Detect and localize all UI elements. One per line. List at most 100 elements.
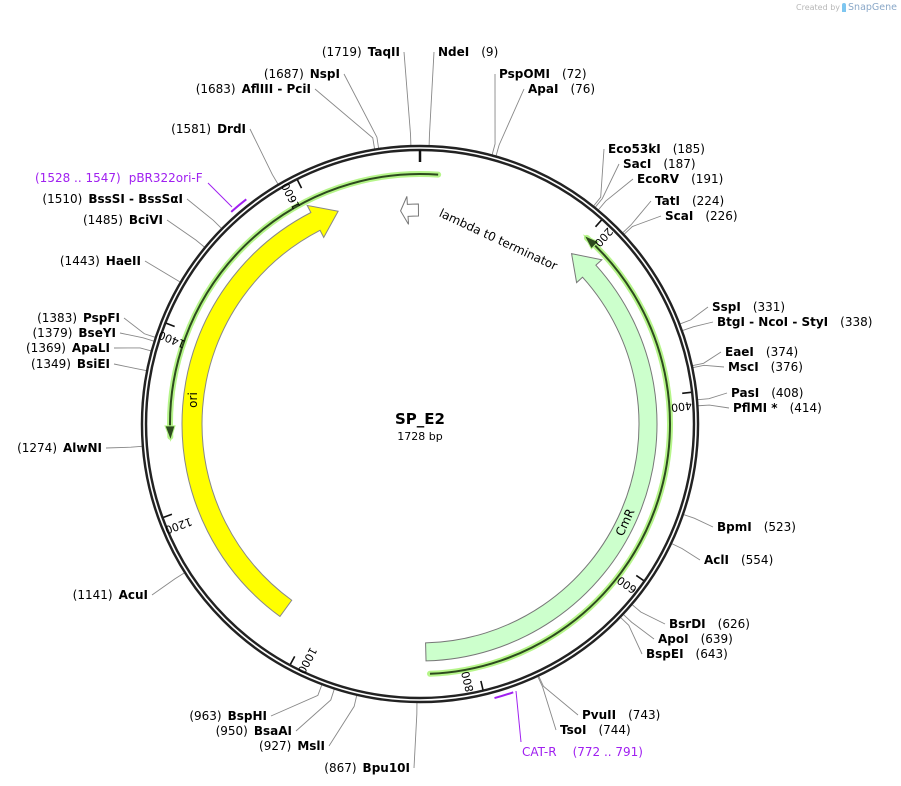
site-pspomi[interactable]: PspOMI (72): [499, 67, 587, 81]
feature-label-lambda-t0-terminator: lambda t0 terminator: [437, 206, 560, 273]
site-leader-line: [692, 351, 722, 367]
site-bsiei[interactable]: BsiEI (1349): [31, 357, 110, 371]
site-leader-line: [593, 148, 605, 207]
tick-mark: [163, 513, 173, 519]
site-bseyi[interactable]: BseYI (1379): [33, 326, 117, 340]
site-scai[interactable]: ScaI (226): [665, 209, 738, 223]
site-taqii[interactable]: TaqII (1719): [322, 45, 400, 59]
site-position: (626): [718, 617, 750, 631]
site-leader-line: [698, 404, 730, 409]
site-pasi[interactable]: PasI (408): [731, 386, 803, 400]
site-acli[interactable]: AclI (554): [704, 553, 773, 567]
snapgene-credit: Created by SnapGene: [796, 2, 897, 13]
site-position: (950): [216, 724, 248, 738]
site-apoi[interactable]: ApoI (639): [658, 632, 733, 646]
site-name: BspHI: [228, 709, 267, 723]
feature-cmr[interactable]: [425, 253, 658, 662]
site-haeii[interactable]: HaeII (1443): [60, 254, 141, 268]
primer-range: (1528 .. 1547): [35, 171, 121, 185]
site-acui[interactable]: AcuI (1141): [73, 588, 148, 602]
site-ndei[interactable]: NdeI (9): [438, 45, 498, 59]
site-position: (744): [598, 723, 630, 737]
primer-pbr322ori-f[interactable]: (1528 .. 1547) pBR322ori-F: [35, 171, 203, 185]
site-bpu10i[interactable]: Bpu10I (867): [324, 761, 410, 775]
site-bsrdi[interactable]: BsrDI (626): [669, 617, 750, 631]
site-pflmi[interactable]: PflMI * (414): [733, 401, 822, 415]
site-name: SspI: [712, 300, 741, 314]
site-ecorv[interactable]: EcoRV (191): [637, 172, 723, 186]
site-btgi[interactable]: BtgI - NcoI - StyI (338): [717, 315, 872, 329]
site-tsoi[interactable]: TsoI (744): [560, 723, 631, 737]
site-sspi[interactable]: SspI (331): [712, 300, 785, 314]
site-saci[interactable]: SacI (187): [623, 157, 696, 171]
site-position: (743): [628, 708, 660, 722]
site-name: EcoRV: [637, 172, 680, 186]
site-position: (185): [673, 142, 705, 156]
site-name: MscI: [728, 360, 759, 374]
site-name: AclI: [704, 553, 729, 567]
site-leader-line: [123, 317, 155, 338]
site-position: (1510): [42, 192, 82, 206]
site-position: (927): [259, 739, 291, 753]
site-pvuii[interactable]: PvuII (743): [582, 708, 660, 722]
site-leader-line: [166, 219, 205, 248]
site-bsphi[interactable]: BspHI (963): [189, 709, 267, 723]
site-leader-line: [598, 178, 634, 210]
orf-arrowhead-icon: [164, 425, 176, 442]
site-eco53ki[interactable]: Eco53kI (185): [608, 142, 705, 156]
site-leader-line: [413, 702, 418, 769]
site-leader-line: [113, 363, 147, 372]
primer-name: pBR322ori-F: [129, 171, 203, 185]
site-position: (1687): [264, 67, 304, 81]
tick-mark: [480, 680, 484, 690]
site-apai[interactable]: ApaI (76): [528, 82, 595, 96]
site-name: BsrDI: [669, 617, 706, 631]
site-leader-line: [328, 695, 358, 747]
site-leader-line: [538, 676, 579, 716]
primer-cat-r-bar[interactable]: [494, 691, 514, 700]
primer-cat-r[interactable]: CAT-R (772 .. 791): [522, 745, 643, 759]
site-name: NdeI: [438, 45, 469, 59]
site-position: (1719): [322, 45, 362, 59]
site-bsssi[interactable]: BssSI - BssSαI (1510): [42, 192, 183, 206]
site-apali[interactable]: ApaLI (1369): [26, 341, 110, 355]
site-bpmi[interactable]: BpmI (523): [717, 520, 796, 534]
site-tati[interactable]: TatI (224): [655, 194, 724, 208]
tick-label: 1400: [157, 328, 188, 350]
site-alwni[interactable]: AlwNI (1274): [17, 441, 102, 455]
backbone-ring: [140, 144, 700, 704]
site-leader-line: [682, 321, 714, 331]
tick-mark: [165, 322, 175, 328]
site-name: AlwNI: [63, 441, 102, 455]
site-nspi[interactable]: NspI (1687): [264, 67, 340, 81]
site-position: (963): [189, 709, 221, 723]
site-leader-line: [623, 614, 655, 640]
site-position: (191): [691, 172, 723, 186]
site-position: (338): [840, 315, 872, 329]
site-msci[interactable]: MscI (376): [728, 360, 803, 374]
site-name: TsoI: [560, 723, 586, 737]
site-name: MslI: [297, 739, 325, 753]
site-position: (226): [705, 209, 737, 223]
site-leader-line: [495, 88, 525, 156]
site-name: NspI: [310, 67, 340, 81]
backbone-gap: [143, 147, 697, 701]
site-position: (867): [324, 761, 356, 775]
site-pspfi[interactable]: PspFI (1383): [37, 311, 120, 325]
site-bsaai[interactable]: BsaAI (950): [216, 724, 292, 738]
site-msli[interactable]: MslI (927): [259, 739, 325, 753]
feature-label-ori: ori: [186, 392, 200, 408]
site-eaei[interactable]: EaeI (374): [725, 345, 798, 359]
site-drdi[interactable]: DrdI (1581): [171, 122, 246, 136]
site-bspei[interactable]: BspEI (643): [646, 647, 728, 661]
orf-arrowhead-icon: [583, 234, 600, 250]
primer-pbr322ori-f-bar[interactable]: [230, 198, 247, 213]
site-bcivi[interactable]: BciVI (1485): [83, 213, 163, 227]
feature-lambda-t0-terminator[interactable]: [400, 196, 419, 225]
site-afliii[interactable]: AflIII - PciI (1683): [196, 82, 311, 96]
plasmid-length: 1728 bp: [397, 430, 442, 443]
feature-ori[interactable]: [181, 204, 339, 618]
site-leader-line: [119, 332, 154, 342]
